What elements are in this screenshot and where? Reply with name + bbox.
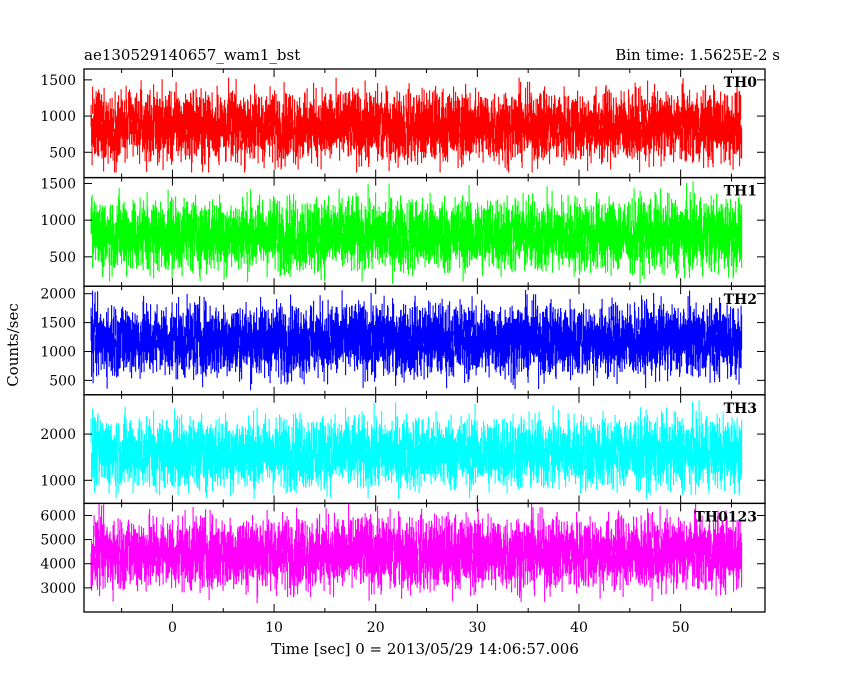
x-tick-label: 30 xyxy=(468,620,486,636)
panel-th0: 500 1000 1500 TH0 xyxy=(40,68,766,179)
y-tick-label: 500 xyxy=(49,373,76,389)
bin-time-label: Bin time: 1.5625E-2 s xyxy=(615,46,780,64)
chart-title: ae130529140657_wam1_bst xyxy=(84,46,300,64)
y-tick-label: 1000 xyxy=(40,344,76,360)
y-tick-label: 3000 xyxy=(40,581,76,597)
series-th0-line xyxy=(90,77,743,173)
series-th3-line xyxy=(90,400,743,499)
x-tick-label: 50 xyxy=(672,620,690,636)
panel-th0123: 3000 4000 5000 6000 TH0123 xyxy=(40,502,766,613)
series-label-th3: TH3 xyxy=(724,401,757,417)
y-tick-label: 6000 xyxy=(40,508,76,524)
y-tick-label: 1500 xyxy=(40,316,76,332)
series-label-th0: TH0 xyxy=(724,75,758,91)
x-tick-label: 10 xyxy=(265,620,283,636)
y-tick-label: 5000 xyxy=(40,533,76,549)
y-tick-label: 1000 xyxy=(40,213,76,229)
series-label-th0123: TH0123 xyxy=(694,509,757,525)
panel-frame xyxy=(83,502,766,613)
y-tick-label: 1500 xyxy=(40,176,76,192)
panel-th1: 500 1000 1500 TH1 xyxy=(40,176,766,287)
x-tick-label: 40 xyxy=(570,620,588,636)
series-label-th2: TH2 xyxy=(724,292,757,308)
y-tick-label: 1000 xyxy=(40,109,76,125)
y-tick-label: 2000 xyxy=(40,427,76,443)
series-th2-line xyxy=(90,290,743,391)
y-tick-label: 4000 xyxy=(40,557,76,573)
x-tick-label: 20 xyxy=(367,620,385,636)
x-tick-label: 0 xyxy=(168,620,177,636)
panel-th3: 1000 2000 TH3 xyxy=(40,394,766,505)
y-axis-title: Counts/sec xyxy=(4,303,22,387)
series-label-th1: TH1 xyxy=(724,184,757,200)
y-tick-label: 1000 xyxy=(40,473,76,489)
x-axis-title: Time [sec] 0 = 2013/05/29 14:06:57.006 xyxy=(271,640,579,658)
series-th0123-line xyxy=(90,503,743,604)
y-tick-label: 2000 xyxy=(40,287,76,303)
y-tick-label: 500 xyxy=(49,145,76,161)
panel-th2: 500 1000 1500 2000 TH2 xyxy=(40,285,766,396)
y-tick-label: 500 xyxy=(49,250,76,266)
y-tick-label: 1500 xyxy=(40,73,76,89)
series-th1-line xyxy=(90,181,743,284)
